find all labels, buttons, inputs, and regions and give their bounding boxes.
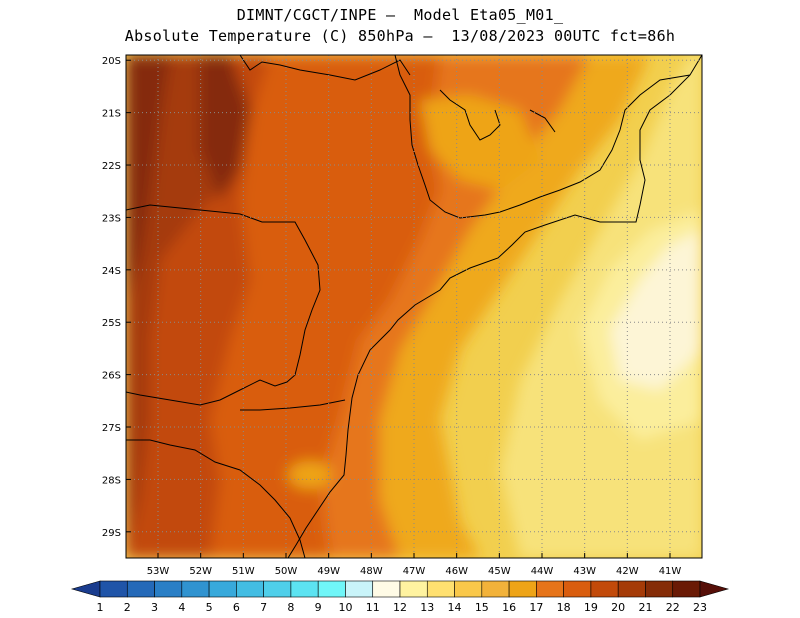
lat-tick-label: 20S bbox=[102, 56, 121, 67]
colorbar-label: 20 bbox=[611, 601, 625, 614]
lat-tick-label: 21S bbox=[102, 109, 121, 120]
lon-tick-label: 44W bbox=[531, 566, 554, 577]
colorbar-min-arrow bbox=[70, 580, 101, 598]
lon-tick-label: 43W bbox=[573, 566, 596, 577]
colorbar-label: 15 bbox=[475, 601, 489, 614]
colorbar-label: 5 bbox=[206, 601, 213, 614]
lon-tick-label: 48W bbox=[360, 566, 383, 577]
lat-tick-label: 22S bbox=[102, 161, 121, 172]
colorbar-label: 17 bbox=[529, 601, 543, 614]
coastline bbox=[126, 55, 702, 558]
chart-title: DIMNT/CGCT/INPE – Model Eta05_M01_ bbox=[236, 6, 564, 24]
colorbar-label: 10 bbox=[338, 601, 352, 614]
colorbar bbox=[70, 580, 730, 598]
latitude-labels: 20S 21S 22S 23S 24S 25S 26S 27S 28S 29S bbox=[102, 56, 121, 539]
colorbar-box bbox=[372, 580, 401, 598]
colorbar-label: 8 bbox=[287, 601, 294, 614]
colorbar-box bbox=[263, 580, 292, 598]
lon-tick-label: 47W bbox=[403, 566, 426, 577]
colorbar-label: 9 bbox=[315, 601, 322, 614]
lat-tick-label: 26S bbox=[102, 371, 121, 382]
lon-tick-label: 46W bbox=[445, 566, 468, 577]
colorbar-box bbox=[181, 580, 210, 598]
colorbar-label: 14 bbox=[448, 601, 462, 614]
colorbar-max-arrow bbox=[699, 580, 730, 598]
lon-tick-label: 51W bbox=[232, 566, 255, 577]
colorbar-box bbox=[426, 580, 455, 598]
colorbar-label: 2 bbox=[124, 601, 131, 614]
colorbar-box bbox=[399, 580, 428, 598]
colorbar-label: 18 bbox=[557, 601, 571, 614]
colorbar-box bbox=[617, 580, 646, 598]
colorbar-label: 21 bbox=[638, 601, 652, 614]
lon-tick-label: 52W bbox=[189, 566, 212, 577]
lat-tick-label: 25S bbox=[102, 318, 121, 329]
graticule bbox=[126, 55, 702, 558]
lon-tick-label: 50W bbox=[275, 566, 298, 577]
colorbar-labels: 1 2 3 4 5 6 7 8 9 10 11 12 13 14 15 16 17 18 19 20 21 22 23 bbox=[97, 601, 708, 614]
chart-subtitle: Absolute Temperature (C) 850hPa – 13/08/… bbox=[124, 27, 676, 45]
colorbar-box bbox=[126, 580, 155, 598]
colorbar-label: 11 bbox=[366, 601, 380, 614]
colorbar-label: 13 bbox=[420, 601, 434, 614]
temperature-field bbox=[126, 55, 702, 558]
axis-ticks bbox=[126, 59, 671, 558]
lat-tick-label: 27S bbox=[102, 423, 121, 434]
colorbar-label: 1 bbox=[97, 601, 104, 614]
colorbar-box bbox=[454, 580, 483, 598]
lon-tick-label: 45W bbox=[488, 566, 511, 577]
colorbar-box bbox=[563, 580, 592, 598]
colorbar-box bbox=[345, 580, 374, 598]
colorbar-label: 12 bbox=[393, 601, 407, 614]
colorbar-label: 22 bbox=[666, 601, 680, 614]
colorbar-box bbox=[672, 580, 701, 598]
longitude-labels: 53W 52W 51W 50W 49W 48W 47W 46W 45W 44W 43W 42W 41W bbox=[147, 566, 682, 577]
lat-tick-label: 23S bbox=[102, 213, 121, 224]
lon-tick-label: 49W bbox=[317, 566, 340, 577]
colorbar-label: 4 bbox=[178, 601, 185, 614]
colorbar-label: 6 bbox=[233, 601, 240, 614]
colorbar-box bbox=[508, 580, 537, 598]
colorbar-label: 16 bbox=[502, 601, 516, 614]
colorbar-box bbox=[99, 580, 128, 598]
colorbar-box bbox=[236, 580, 264, 598]
lat-tick-label: 29S bbox=[102, 528, 121, 539]
colorbar-box bbox=[317, 580, 346, 598]
colorbar-label: 3 bbox=[151, 601, 158, 614]
colorbar-box bbox=[481, 580, 510, 598]
colorbar-box bbox=[536, 580, 564, 598]
colorbar-label: 19 bbox=[584, 601, 598, 614]
colorbar-box bbox=[290, 580, 319, 598]
lon-tick-label: 41W bbox=[659, 566, 682, 577]
colorbar-box bbox=[154, 580, 183, 598]
colorbar-label: 23 bbox=[693, 601, 707, 614]
lon-tick-label: 42W bbox=[616, 566, 639, 577]
lat-tick-label: 24S bbox=[102, 266, 121, 277]
lat-tick-label: 28S bbox=[102, 475, 121, 486]
colorbar-label: 7 bbox=[260, 601, 267, 614]
lon-tick-label: 53W bbox=[147, 566, 170, 577]
colorbar-box bbox=[645, 580, 674, 598]
colorbar-box bbox=[208, 580, 237, 598]
colorbar-box bbox=[590, 580, 619, 598]
